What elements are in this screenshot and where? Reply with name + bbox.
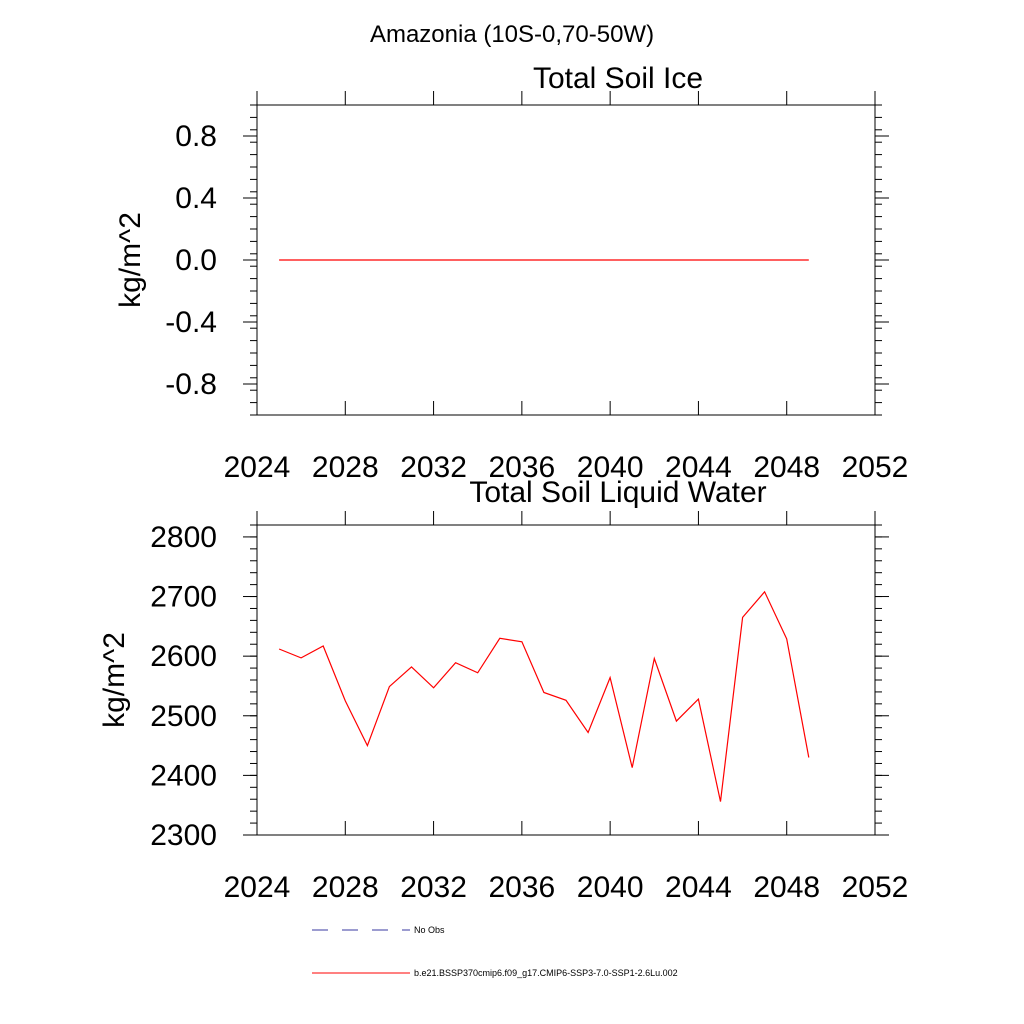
x-tick-label: 2048 — [753, 451, 820, 484]
x-tick-label: 2044 — [665, 871, 732, 904]
y-axis-label: kg/m^2 — [98, 632, 131, 728]
y-tick-label: 2800 — [150, 521, 217, 554]
legend: No Obs b.e21.BSSP370cmip6.f09_g17.CMIP6-S… — [312, 925, 678, 978]
series-line — [278, 590, 810, 802]
x-tick-label: 2036 — [488, 871, 555, 904]
x-tick-label: 2040 — [577, 451, 644, 484]
chart-panel-soil-liquid-water: 2024 2028 2032 2036 2040 2044 2048 2052 2800 2700… — [98, 476, 908, 904]
legend-label: b.e21.BSSP370cmip6.f09_g17.CMIP6-SSP3-7.… — [414, 968, 678, 978]
x-tick-label: 2052 — [842, 871, 909, 904]
y-tick-label: -0.4 — [165, 306, 217, 339]
x-tick-label: 2028 — [312, 871, 379, 904]
x-tick-label: 2032 — [400, 451, 467, 484]
plot-frame — [256, 524, 876, 836]
y-tick-label: 0.8 — [175, 120, 217, 153]
chart-title: Total Soil Ice — [533, 62, 703, 95]
x-tick-label: 2036 — [488, 451, 555, 484]
x-tick-label: 2024 — [224, 871, 291, 904]
x-tick-label: 2040 — [577, 871, 644, 904]
x-tick-label: 2052 — [842, 451, 909, 484]
y-tick-label: 2500 — [150, 700, 217, 733]
x-tick-label: 2044 — [665, 451, 732, 484]
chart-title: Total Soil Liquid Water — [469, 476, 766, 509]
y-tick-label: -0.8 — [165, 368, 217, 401]
y-axis-label: kg/m^2 — [114, 212, 147, 308]
y-tick-label: 2700 — [150, 581, 217, 614]
y-tick-label: 0.4 — [175, 182, 217, 215]
y-tick-label: 2600 — [150, 640, 217, 673]
figure-title: Amazonia (10S-0,70-50W) — [370, 21, 654, 48]
y-tick-label: 2400 — [150, 759, 217, 792]
y-tick-label: 2300 — [150, 819, 217, 852]
x-tick-label: 2048 — [753, 871, 820, 904]
chart-panel-soil-ice: 2024 2028 2032 2036 2040 2044 2048 2052 0.8 0.4 0.… — [114, 62, 908, 484]
x-tick-label: 2024 — [224, 451, 291, 484]
x-tick-label: 2032 — [400, 871, 467, 904]
y-tick-label: 0.0 — [175, 244, 217, 277]
legend-label: No Obs — [414, 925, 445, 935]
x-tick-label: 2028 — [312, 451, 379, 484]
